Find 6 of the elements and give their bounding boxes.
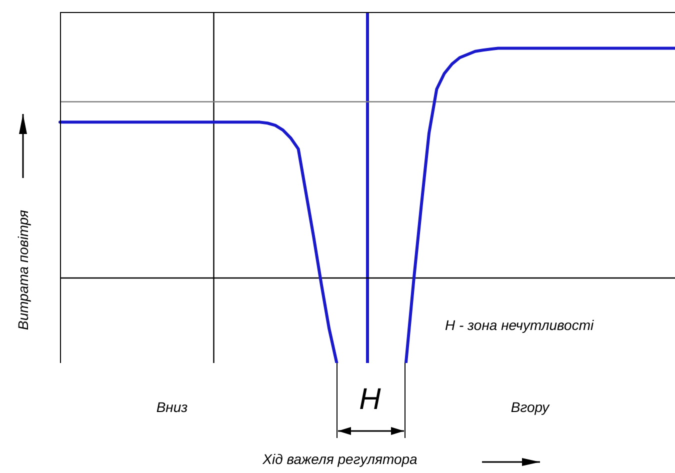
text: H — [358, 383, 382, 416]
text: Вниз — [155, 399, 189, 416]
annotation: H - зона нечутливості — [445, 317, 595, 334]
text: Вгору — [510, 399, 551, 416]
y-axis-title: Витрата повітря — [15, 209, 32, 332]
text: Хід важеля регулятора — [262, 451, 418, 468]
